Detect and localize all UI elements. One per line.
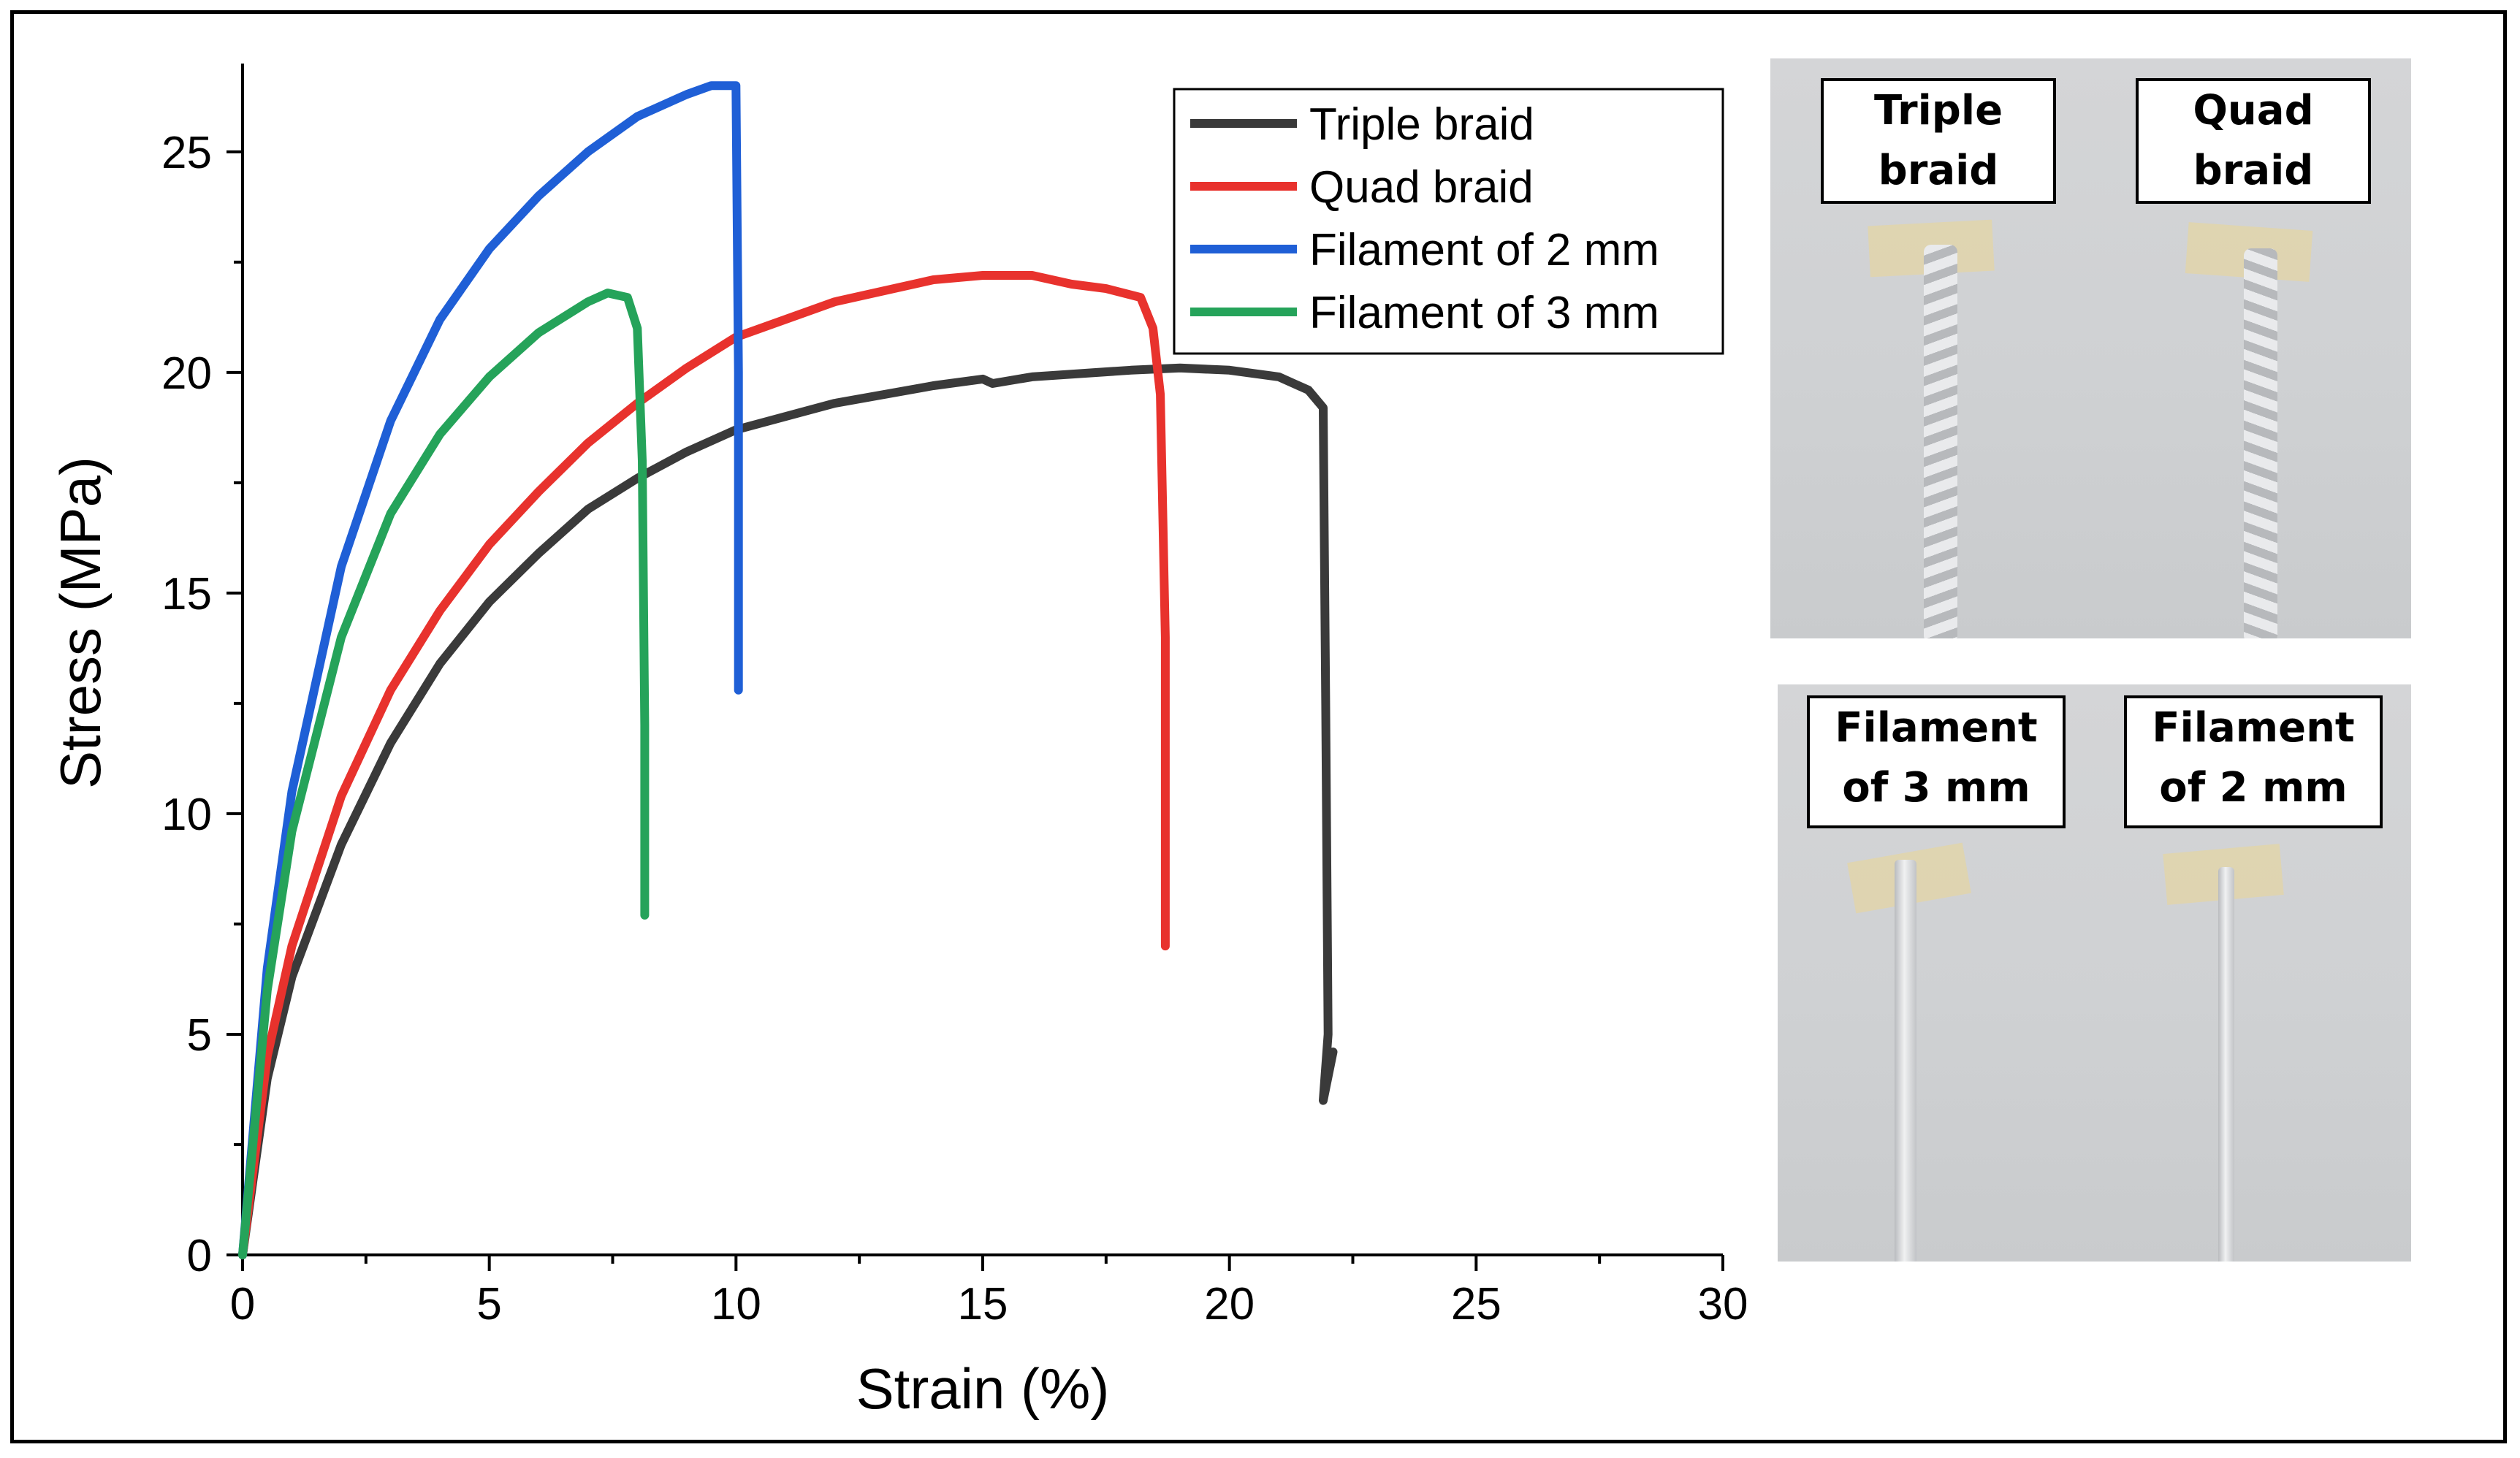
x-tick-label: 5: [476, 1279, 501, 1329]
series-line-triple-braid: [238, 363, 1338, 1259]
figure-frame: 0 5 10 15 20 25 30 0 5 10 15 20 25 Strain (%) Stress (…: [10, 10, 2507, 1443]
label-line: Filament: [2152, 704, 2355, 752]
label-line: of 3 mm: [1842, 764, 2030, 812]
photo-braids: Triple braid Quad braid: [1770, 58, 2411, 638]
y-tick-label: 20: [161, 348, 212, 399]
x-tick-label: 20: [1204, 1279, 1255, 1329]
label-line: Triple: [1873, 87, 2003, 134]
y-axis-label: Stress (MPa): [48, 457, 113, 789]
label-line: braid: [2193, 147, 2314, 194]
y-tick-label: 5: [187, 1010, 212, 1061]
y-tick-label: 10: [161, 790, 212, 840]
braid-sample: [2244, 248, 2277, 638]
x-tick-label: 30: [1698, 1279, 1748, 1329]
photo-filaments: Filament of 3 mm Filament of 2 mm: [1778, 684, 2411, 1262]
series-line-filament-of-2-mm: [238, 81, 743, 1259]
label-line: Quad: [2193, 87, 2314, 134]
x-axis-label: Strain (%): [856, 1356, 1110, 1421]
x-tick-label: 0: [230, 1279, 255, 1329]
series-line-filament-of-3-mm: [238, 289, 650, 1259]
y-tick-label: 15: [161, 569, 212, 619]
x-tick-label: 15: [958, 1279, 1008, 1329]
legend-entry-label: Quad braid: [1309, 162, 1534, 213]
x-tick-label: 25: [1451, 1279, 1501, 1329]
legend-entry-label: Filament of 2 mm: [1309, 225, 1659, 275]
y-tick-label: 0: [187, 1231, 212, 1281]
y-tick-label: 25: [161, 128, 212, 178]
label-line: of 2 mm: [2159, 764, 2348, 812]
label-line: braid: [1878, 147, 1999, 194]
braid-sample: [1924, 245, 1957, 638]
x-tick-label: 10: [711, 1279, 761, 1329]
stress-strain-chart: 0 5 10 15 20 25 30 0 5 10 15 20 25 Strain (%) Stress (…: [48, 64, 1748, 1421]
filament-sample: [1895, 860, 1916, 1262]
photo-label-filament-2mm: Filament of 2 mm: [2124, 695, 2383, 828]
legend-entry-label: Triple braid: [1309, 99, 1534, 150]
photo-label-filament-3mm: Filament of 3 mm: [1807, 695, 2066, 828]
filament-sample: [2218, 867, 2234, 1262]
label-line: Filament: [1835, 704, 2038, 752]
photo-label-quad-braid: Quad braid: [2136, 78, 2371, 204]
legend-entry-label: Filament of 3 mm: [1309, 288, 1659, 338]
photo-label-triple-braid: Triple braid: [1821, 78, 2056, 204]
